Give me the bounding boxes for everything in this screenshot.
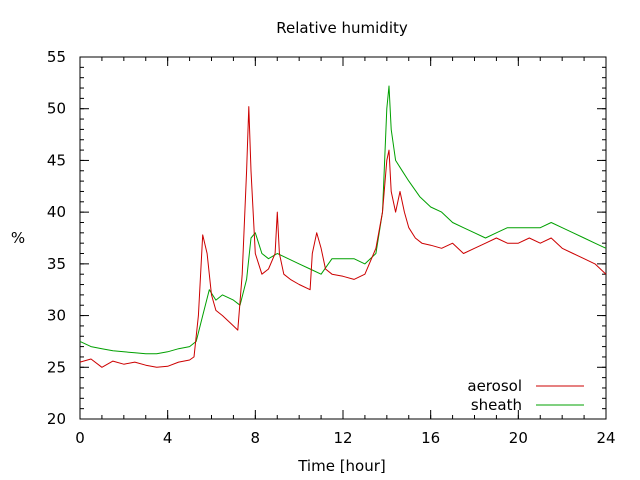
y-axis-label: % [11,229,25,247]
y-tick-label: 45 [47,151,66,169]
y-tick-label: 35 [47,255,66,273]
series-layer [79,85,607,368]
x-axis-label: Time [hour] [297,457,386,475]
legend-label-aerosol: aerosol [467,377,522,395]
x-tick-label: 16 [421,429,440,447]
y-tick-label: 50 [47,100,66,118]
x-tick-label: 20 [509,429,528,447]
plot-frame [79,56,607,420]
axis-ticks [79,56,607,420]
x-tick-label: 24 [596,429,615,447]
x-tick-label: 4 [163,429,173,447]
y-tick-label: 55 [47,48,66,66]
x-tick-label: 8 [251,429,261,447]
y-tick-label: 40 [47,203,66,221]
axis-tick-labels: 0 4 8 12 16 20 24 20 25 30 35 40 45 50 55 [47,48,616,447]
series-line-aerosol [79,106,607,368]
y-tick-label: 20 [47,410,66,428]
series-line-sheath [79,85,607,355]
y-tick-label: 25 [47,358,66,376]
x-tick-label: 0 [75,429,85,447]
chart-title: Relative humidity [276,19,408,37]
x-tick-label: 12 [333,429,352,447]
legend-label-sheath: sheath [471,396,522,414]
y-tick-label: 30 [47,307,66,325]
